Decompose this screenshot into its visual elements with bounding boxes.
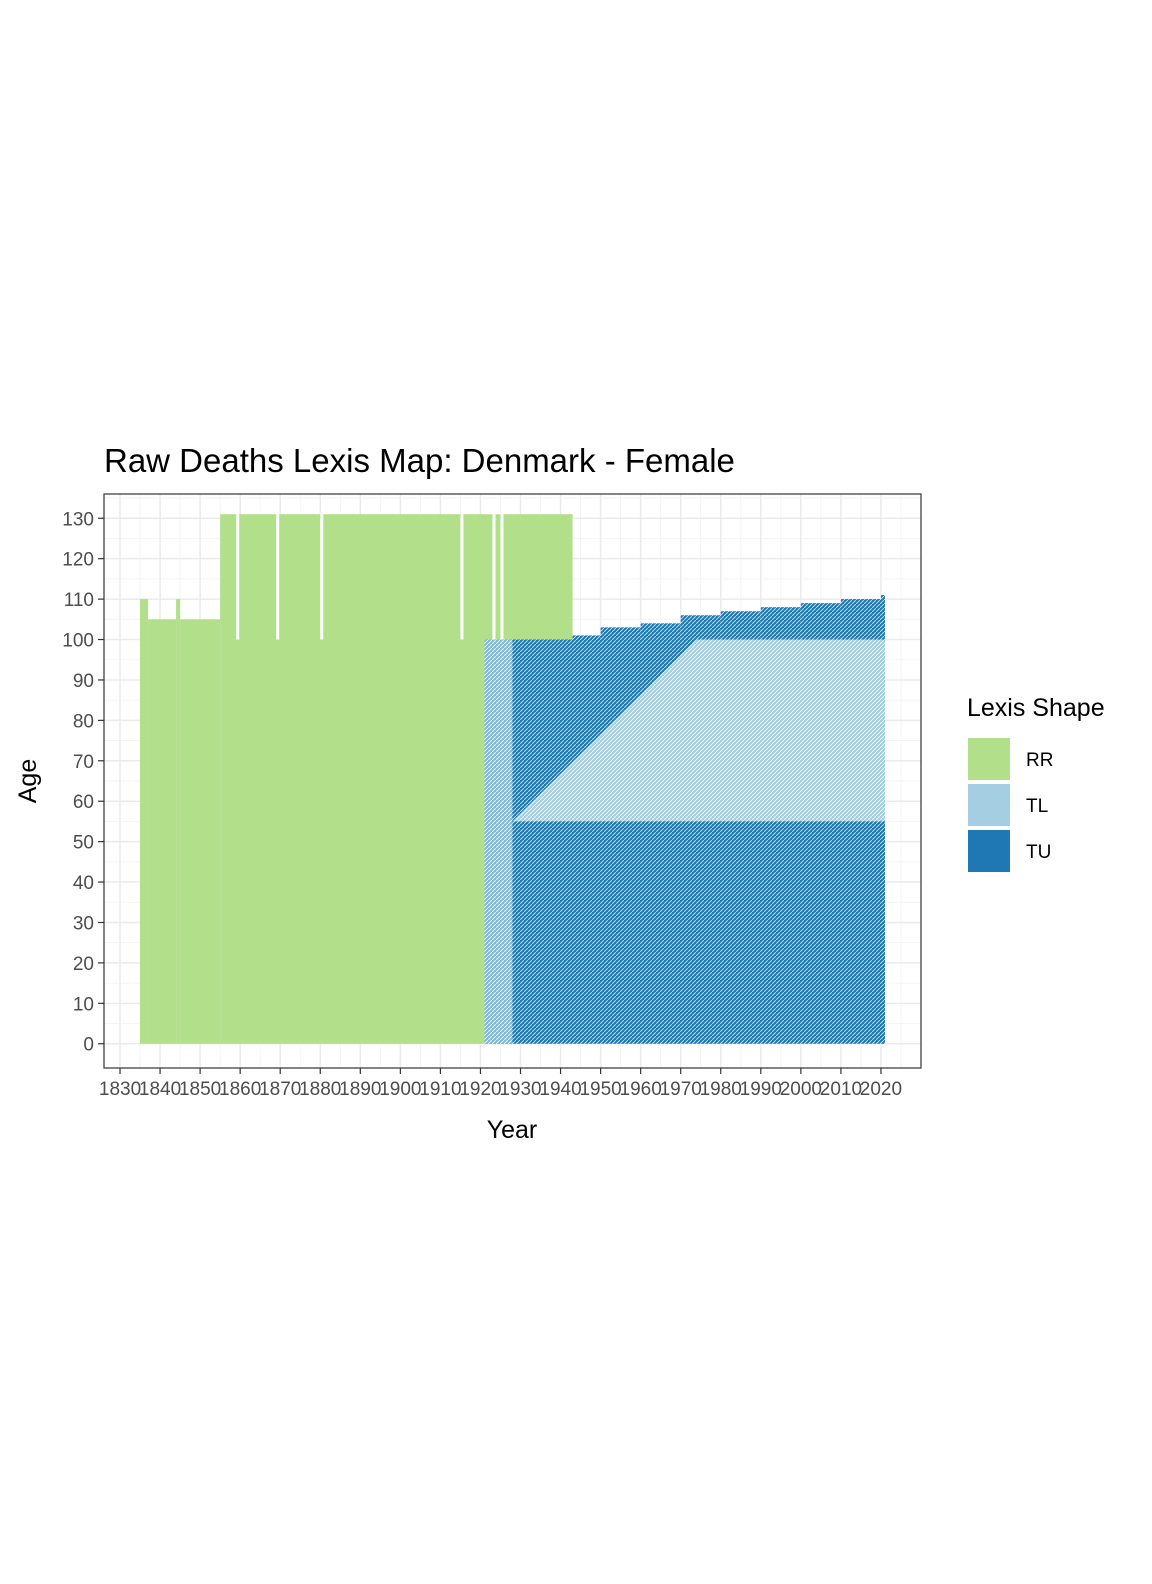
- y-tick-label: 10: [73, 994, 94, 1015]
- region-tu-fringe: [840, 599, 881, 640]
- chart-title: Raw Deaths Lexis Map: Denmark - Female: [104, 442, 735, 479]
- x-axis-title: Year: [487, 1116, 538, 1144]
- x-tick-label: 1870: [259, 1079, 301, 1100]
- x-tick-label: 2010: [820, 1079, 862, 1100]
- region-tu-fringe: [640, 623, 681, 640]
- region-gap-line: [492, 514, 496, 640]
- region-tu-fringe: [572, 635, 601, 640]
- x-tick-label: 1900: [379, 1079, 421, 1100]
- region-tu-fringe: [760, 607, 801, 640]
- x-tick-label: 1940: [539, 1079, 581, 1100]
- x-tick-label: 1950: [579, 1079, 621, 1100]
- region-gap-line: [460, 514, 464, 640]
- region-tu-fringe: [800, 603, 841, 640]
- region-tu-fringe: [680, 615, 721, 640]
- y-axis: 0 10 20 30 40 50 60 70 80 90 100 110 120 130: [62, 509, 104, 1056]
- x-tick-label: 1980: [700, 1079, 742, 1100]
- y-tick-label: 40: [73, 873, 94, 894]
- region-tl: [484, 639, 513, 1044]
- y-tick-label: 110: [64, 590, 94, 611]
- y-axis-title: Age: [14, 759, 42, 803]
- x-tick-label: 1970: [660, 1079, 702, 1100]
- legend-label-tl: TL: [1026, 796, 1048, 817]
- region-tu-fringe: [600, 627, 641, 640]
- y-tick-label: 20: [73, 954, 94, 975]
- y-tick-label: 50: [73, 833, 94, 854]
- x-tick-label: 1930: [499, 1079, 541, 1100]
- legend-label-rr: RR: [1026, 750, 1053, 771]
- y-tick-label: 130: [62, 509, 94, 530]
- legend-swatch-rr: [968, 738, 1010, 780]
- y-tick-label: 70: [73, 752, 94, 773]
- x-tick-label: 2020: [860, 1079, 902, 1100]
- region-gap-line: [320, 514, 324, 640]
- y-tick-label: 80: [73, 711, 94, 732]
- y-tick-label: 100: [62, 631, 94, 652]
- y-tick-label: 120: [62, 550, 94, 571]
- region-rr: [180, 619, 221, 1044]
- legend-swatch-tl: [968, 784, 1010, 826]
- x-tick-label: 1960: [620, 1079, 662, 1100]
- y-tick-label: 0: [83, 1035, 94, 1056]
- legend-label-tu: TU: [1026, 842, 1051, 863]
- x-tick-label: 1990: [740, 1079, 782, 1100]
- x-tick-label: 1850: [179, 1079, 221, 1100]
- region-gap-line: [500, 514, 504, 640]
- region-tl-upper-triangle: [512, 623, 885, 822]
- y-tick-label: 30: [73, 913, 94, 934]
- region-tu-fringe: [720, 611, 761, 640]
- legend-title: Lexis Shape: [967, 694, 1105, 722]
- legend-swatch-tu: [968, 830, 1010, 872]
- x-tick-label: 1910: [419, 1079, 461, 1100]
- x-tick-label: 1840: [139, 1079, 181, 1100]
- x-tick-label: 1860: [219, 1079, 261, 1100]
- region-rr: [484, 514, 573, 640]
- region-rr: [148, 619, 177, 1044]
- x-tick-label: 1830: [99, 1079, 141, 1100]
- region-rr: [140, 599, 149, 1044]
- x-tick-label: 2000: [780, 1079, 822, 1100]
- region-rr: [176, 599, 181, 1044]
- y-tick-label: 60: [73, 792, 94, 813]
- region-tu-fringe: [880, 595, 885, 640]
- plot-border: [103, 493, 922, 1069]
- legend: Lexis Shape RR TL TU: [967, 694, 1105, 872]
- x-tick-label: 1880: [299, 1079, 341, 1100]
- region-gap-line: [236, 514, 240, 640]
- x-axis: 1830184018501860187018801890190019101920…: [99, 1068, 902, 1100]
- x-tick-label: 1890: [339, 1079, 381, 1100]
- lexis-regions: [140, 514, 885, 1044]
- region-rr: [220, 514, 485, 1044]
- region-gap-line: [276, 514, 280, 640]
- y-tick-label: 90: [73, 671, 94, 692]
- x-tick-label: 1920: [459, 1079, 501, 1100]
